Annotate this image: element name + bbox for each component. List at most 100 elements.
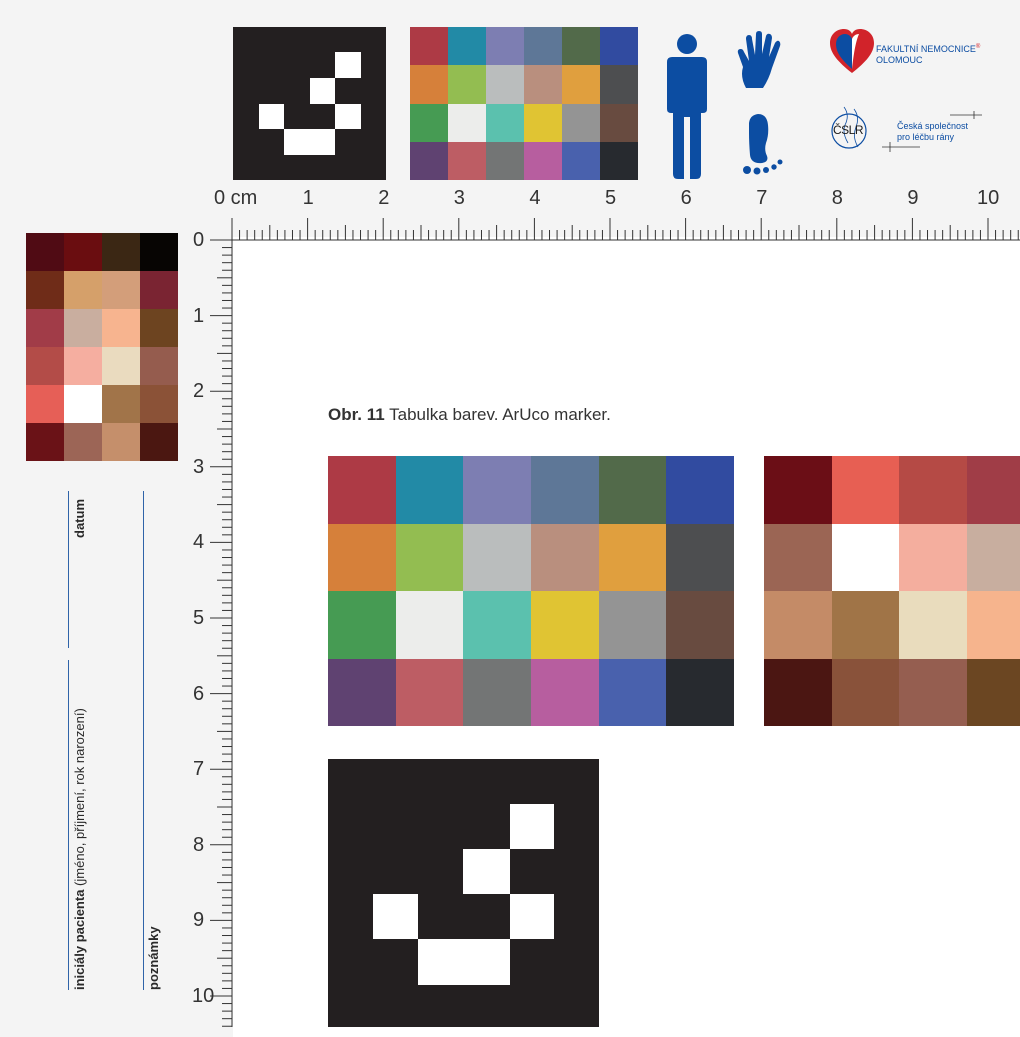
color-patch (600, 65, 638, 104)
cslr-line-2: pro léčbu rány (897, 132, 955, 142)
caption-label: Obr. 11 (328, 405, 385, 424)
color-patch (26, 423, 64, 461)
fnol-name: FAKULTNÍ NEMOCNICE® OLOMOUC (876, 42, 980, 66)
color-patch (530, 456, 599, 524)
ruler-number-top: 10 (977, 187, 1000, 209)
color-patch (600, 141, 638, 180)
color-patch (140, 233, 178, 271)
color-patch (64, 271, 102, 309)
color-patch (832, 658, 899, 726)
color-patch (598, 591, 667, 659)
color-patch (486, 65, 524, 104)
ruler-number-top: 2 (378, 187, 390, 209)
color-patch (140, 347, 178, 385)
color-patch (140, 385, 178, 423)
foot-icon (743, 114, 783, 175)
top-ruler (231, 218, 1020, 241)
color-patch (832, 591, 899, 659)
color-patch (764, 591, 832, 659)
ruler-number-top: 7 (756, 187, 768, 209)
color-patch (764, 456, 832, 524)
color-patch (140, 271, 178, 309)
ruler-number-top: 3 (453, 187, 465, 209)
color-patch (102, 423, 140, 461)
ruler-number-left: 3 (193, 455, 205, 478)
initials-rest: (jméno, příjmení, rok narození) (72, 708, 87, 886)
notes-line (143, 491, 144, 990)
ruler-number-left: 7 (193, 758, 205, 781)
ruler-number-top: 9 (907, 187, 919, 209)
color-patch (600, 103, 638, 142)
color-patch (463, 658, 531, 726)
color-patch (562, 27, 600, 66)
color-patch (64, 423, 102, 461)
color-patch (463, 523, 531, 591)
color-patch (102, 309, 140, 347)
color-chart-main (328, 456, 734, 726)
color-patch (562, 103, 600, 142)
initials-bold: iniciály pacienta (72, 889, 87, 990)
color-patch (666, 523, 734, 591)
color-patch (899, 658, 967, 726)
color-patch (764, 658, 832, 726)
color-patch (666, 591, 734, 659)
color-patch (328, 523, 396, 591)
color-patch (530, 658, 599, 726)
datum-label: datum (72, 499, 87, 538)
color-chart-top (410, 27, 638, 180)
color-patch (486, 103, 524, 142)
ruler-number-left: 8 (193, 833, 205, 856)
color-patch (26, 347, 64, 385)
color-patch (395, 523, 464, 591)
color-chart-skin (764, 456, 1020, 726)
color-patch (448, 65, 486, 104)
ruler-number-left: 2 (193, 380, 205, 403)
color-patch (328, 591, 396, 659)
color-patch (64, 385, 102, 423)
color-patch (102, 233, 140, 271)
color-patch (410, 103, 448, 142)
aruco-marker-large (328, 759, 599, 1027)
color-patch (524, 27, 562, 66)
color-patch (64, 309, 102, 347)
color-patch (410, 141, 448, 180)
color-patch (463, 456, 531, 524)
fnol-line-2: OLOMOUC (876, 55, 923, 65)
color-patch (899, 591, 967, 659)
initials-label: iniciály pacienta (jméno, příjmení, rok … (72, 708, 87, 990)
notes-label: poznámky (146, 926, 161, 990)
color-patch (530, 591, 599, 659)
color-patch (598, 523, 667, 591)
ruler-unit-label: 0 cm (214, 187, 258, 209)
color-chart-skin-left (26, 233, 178, 461)
color-patch (26, 385, 64, 423)
color-patch (328, 456, 396, 524)
color-patch (395, 591, 464, 659)
ruler-number-left: 5 (193, 607, 205, 629)
ruler-number-top: 6 (680, 187, 692, 209)
color-patch (899, 523, 967, 591)
color-patch (832, 456, 899, 524)
ruler-number-left: 1 (193, 304, 205, 327)
color-patch (666, 658, 734, 726)
color-patch (64, 347, 102, 385)
color-patch (26, 271, 64, 309)
color-patch (26, 233, 64, 271)
hand-icon (737, 31, 781, 88)
color-patch (666, 456, 734, 524)
ruler-number-top: 1 (302, 187, 314, 209)
ruler-number-left: 10 (192, 985, 215, 1007)
color-patch (102, 347, 140, 385)
ruler-number-top: 8 (831, 187, 843, 209)
color-patch (140, 423, 178, 461)
color-patch (832, 523, 899, 591)
color-patch (967, 591, 1020, 659)
cslr-line-1: Česká společnost (897, 121, 969, 131)
ruler-number-left: 0 (193, 229, 205, 251)
cslr-logo-icon (831, 106, 867, 149)
ruler-number-left: 4 (193, 531, 205, 554)
color-patch (448, 27, 486, 66)
color-patch (410, 65, 448, 104)
person-icon (667, 34, 707, 179)
color-patch (448, 103, 486, 142)
